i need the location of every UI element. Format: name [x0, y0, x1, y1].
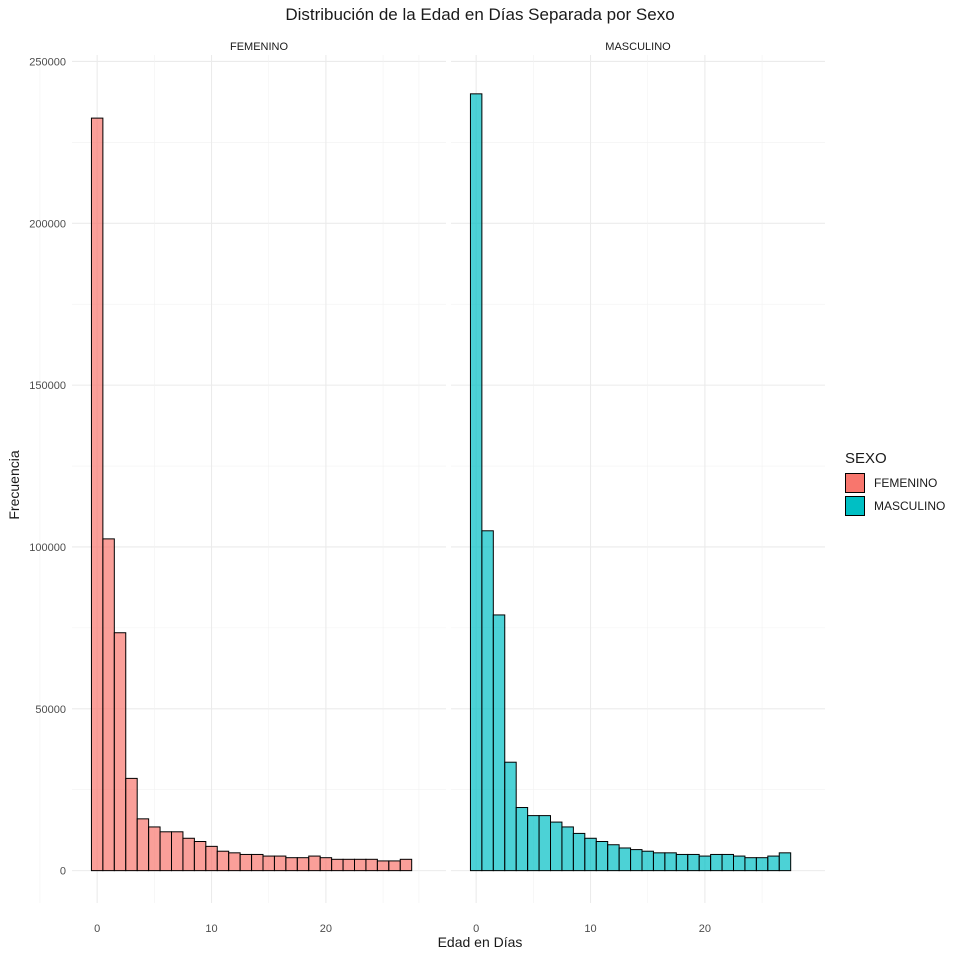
bar-femenino-0: [90, 117, 104, 872]
bar-femenino-7: [171, 831, 184, 872]
bar-femenino-17: [285, 857, 298, 872]
bar-femenino-8: [182, 837, 195, 872]
x-tick-label-masculino-20: 20: [699, 923, 711, 935]
y-tick-label-150000: 150000: [29, 380, 66, 392]
bar-femenino-23: [354, 858, 367, 872]
bar-masculino-11: [595, 841, 609, 872]
bar-masculino-25: [755, 857, 769, 872]
bar-femenino-20: [319, 857, 333, 872]
bar-masculino-19: [687, 853, 700, 872]
legend-label-masculino: MASCULINO: [874, 498, 946, 513]
bar-femenino-11: [216, 850, 230, 872]
bar-masculino-1: [481, 530, 494, 872]
y-tick-label-100000: 100000: [29, 542, 66, 554]
legend: SEXO FEMENINO MASCULINO: [845, 450, 945, 517]
bar-masculino-24: [744, 857, 757, 872]
legend-label-femenino: FEMENINO: [874, 475, 938, 490]
bar-femenino-19: [308, 855, 321, 872]
strip-label-femenino: FEMENINO: [230, 41, 289, 53]
bar-masculino-9: [572, 832, 586, 872]
bar-femenino-14: [251, 853, 264, 872]
bar-femenino-18: [296, 857, 310, 872]
bar-masculino-12: [607, 844, 620, 872]
y-tick-label-50000: 50000: [35, 704, 66, 716]
bar-masculino-3: [504, 761, 517, 872]
bar-masculino-22: [721, 853, 735, 872]
bar-masculino-5: [527, 815, 540, 872]
x-axis-label: Edad en Días: [437, 934, 523, 950]
bar-femenino-12: [228, 852, 241, 872]
bar-masculino-10: [584, 837, 597, 872]
y-tick-label-250000: 250000: [29, 56, 66, 68]
bar-femenino-1: [102, 538, 115, 872]
y-tick-label-0: 0: [60, 866, 66, 878]
y-axis-label: Frecuencia: [6, 450, 22, 520]
x-tick-label-femenino-10: 10: [205, 923, 217, 935]
x-tick-label-femenino-0: 0: [94, 923, 100, 935]
bar-femenino-3: [125, 777, 138, 872]
bar-femenino-6: [159, 831, 173, 872]
bar-masculino-8: [561, 826, 574, 872]
bar-masculino-27: [778, 852, 792, 872]
bar-masculino-15: [641, 850, 654, 872]
bar-femenino-10: [205, 845, 218, 872]
bar-femenino-21: [331, 858, 344, 872]
legend-title: SEXO: [845, 450, 887, 467]
bar-femenino-13: [239, 853, 253, 872]
bar-masculino-0: [469, 93, 483, 872]
bar-femenino-26: [388, 860, 401, 872]
bar-masculino-26: [767, 855, 780, 872]
bar-masculino-7: [550, 821, 563, 872]
bar-femenino-2: [113, 632, 127, 872]
chart-title: Distribución de la Edad en Días Separada…: [285, 5, 675, 24]
bar-femenino-5: [148, 826, 161, 872]
bar-femenino-27: [399, 858, 413, 872]
x-tick-label-masculino-10: 10: [584, 923, 596, 935]
bar-femenino-24: [365, 858, 378, 872]
x-tick-label-masculino-0: 0: [473, 923, 479, 935]
bar-femenino-22: [342, 858, 356, 872]
bar-masculino-21: [710, 853, 723, 872]
legend-key-femenino: [845, 472, 865, 493]
bar-masculino-23: [733, 855, 746, 872]
legend-item-masculino: MASCULINO: [845, 494, 945, 517]
legend-item-femenino: FEMENINO: [845, 471, 945, 494]
bar-masculino-18: [675, 853, 689, 872]
bar-masculino-20: [698, 855, 712, 872]
bar-masculino-17: [664, 852, 677, 872]
bar-femenino-16: [273, 855, 287, 872]
bar-masculino-14: [630, 849, 643, 872]
strip-label-masculino: MASCULINO: [605, 41, 671, 53]
bar-masculino-13: [618, 847, 632, 872]
y-tick-label-200000: 200000: [29, 218, 66, 230]
bar-masculino-2: [492, 614, 506, 872]
legend-key-masculino: [845, 495, 865, 516]
bar-masculino-16: [652, 852, 666, 872]
bar-femenino-4: [136, 818, 150, 872]
bar-femenino-15: [262, 855, 275, 872]
bar-masculino-6: [538, 815, 552, 872]
bar-femenino-9: [193, 841, 207, 872]
x-tick-label-femenino-20: 20: [320, 923, 332, 935]
bar-masculino-4: [515, 807, 529, 872]
bar-femenino-25: [376, 860, 390, 872]
